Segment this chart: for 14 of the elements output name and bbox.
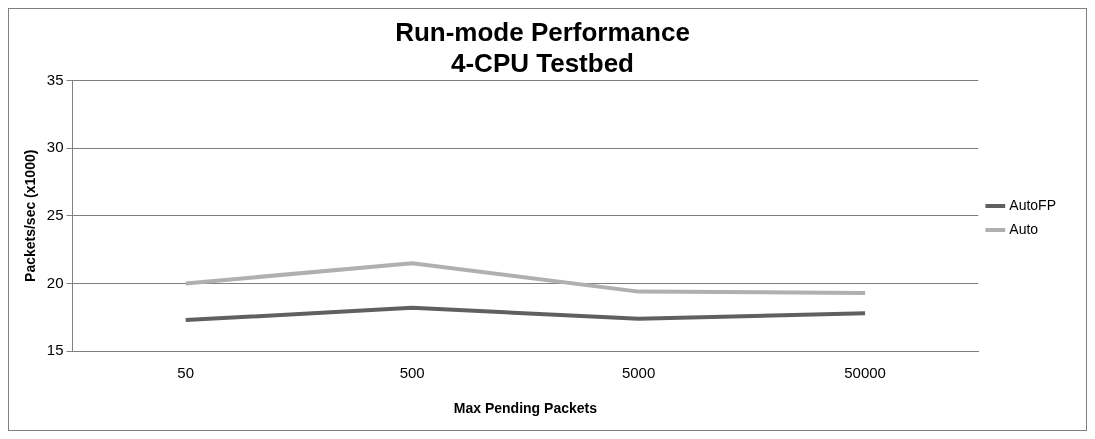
x-tick-label: 5000 bbox=[621, 364, 656, 382]
y-tick-label: 15 bbox=[46, 341, 64, 359]
y-tick-label: 20 bbox=[46, 273, 64, 291]
y-axis-title: Packets/sec (x1000) bbox=[22, 149, 39, 282]
x-tick-label: 50000 bbox=[844, 364, 886, 382]
y-tick-label: 35 bbox=[46, 70, 64, 88]
x-tick-label: 500 bbox=[399, 364, 425, 382]
chart-title: Run-mode Performance 4-CPU Testbed bbox=[395, 16, 690, 78]
legend-label: AutoFP bbox=[1009, 196, 1057, 213]
legend-label: Auto bbox=[1009, 220, 1039, 237]
y-tick-label: 30 bbox=[46, 138, 64, 156]
y-tick-label: 25 bbox=[46, 205, 64, 223]
x-axis-title: Max Pending Packets bbox=[453, 400, 598, 417]
x-tick-label: 50 bbox=[177, 364, 195, 382]
